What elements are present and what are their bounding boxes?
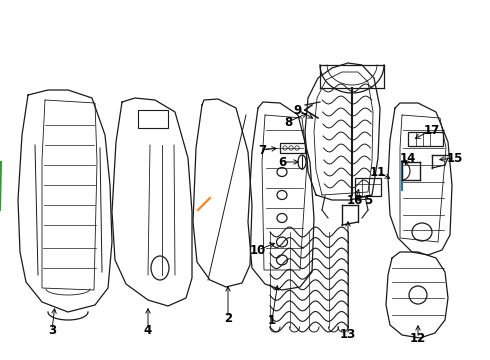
- Text: 6: 6: [278, 156, 286, 168]
- Text: 13: 13: [340, 328, 356, 342]
- Text: 4: 4: [144, 324, 152, 337]
- Text: 11: 11: [370, 166, 386, 179]
- Text: 15: 15: [447, 152, 463, 165]
- Text: 9: 9: [294, 104, 302, 117]
- Text: 10: 10: [250, 243, 266, 257]
- Bar: [408, 132, 443, 146]
- Bar: [280, 143, 305, 153]
- Text: 14: 14: [400, 152, 416, 165]
- Bar: [355, 178, 381, 196]
- Text: 5: 5: [364, 194, 372, 207]
- Text: 2: 2: [224, 311, 232, 324]
- Text: 3: 3: [48, 324, 56, 337]
- Bar: [138, 110, 168, 128]
- Text: 1: 1: [268, 314, 276, 327]
- Text: 8: 8: [284, 116, 292, 129]
- Text: 16: 16: [347, 194, 363, 207]
- Text: 17: 17: [424, 123, 440, 136]
- Text: 12: 12: [410, 332, 426, 345]
- Text: 7: 7: [258, 144, 266, 157]
